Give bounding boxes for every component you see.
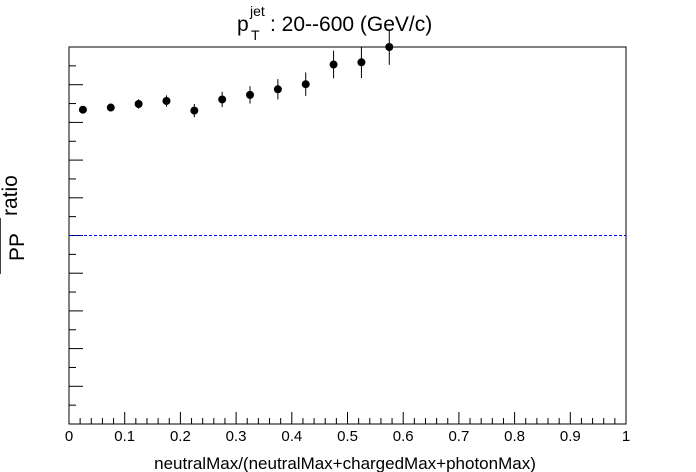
chart-title-subscript: T	[251, 27, 260, 43]
point-marker	[134, 100, 143, 109]
data-point	[78, 105, 87, 114]
point-marker	[78, 105, 87, 114]
data-point	[106, 103, 115, 112]
data-point	[385, 29, 394, 65]
point-marker	[301, 80, 310, 89]
data-point	[246, 86, 255, 104]
x-tick-label: 0.4	[281, 428, 302, 445]
data-points	[78, 29, 394, 118]
x-tick-label: 0.5	[337, 428, 358, 445]
data-point	[190, 103, 199, 118]
point-marker	[329, 60, 338, 69]
x-tick-label: 0.8	[504, 428, 525, 445]
data-point	[329, 50, 338, 79]
data-point	[301, 72, 310, 96]
chart-title-range: : 20--600 (GeV/c)	[270, 13, 432, 36]
point-marker	[162, 96, 171, 105]
x-tick-label: 0.7	[448, 428, 469, 445]
x-tick-label: 0.2	[170, 428, 191, 445]
data-point	[134, 99, 143, 109]
point-marker	[273, 85, 282, 94]
point-marker	[385, 43, 394, 51]
plot-frame	[68, 46, 627, 425]
point-marker	[357, 58, 366, 67]
x-tick-label: 0	[65, 428, 73, 445]
x-axis-ticks	[68, 412, 627, 424]
chart-title-main: p	[237, 13, 249, 36]
chart-title-superscript: jet	[249, 3, 265, 19]
y-axis-label-ratio: ratio	[0, 175, 22, 216]
x-tick-label: 0.9	[560, 428, 581, 445]
data-point	[162, 95, 171, 107]
x-tick-label: 1	[622, 428, 630, 445]
point-marker	[246, 90, 255, 99]
data-point	[357, 46, 366, 79]
x-tick-label: 0.1	[114, 428, 135, 445]
chart-title: p jet T : 20--600 (GeV/c)	[237, 3, 432, 43]
x-tick-label: 0.3	[226, 428, 247, 445]
point-marker	[106, 103, 115, 112]
data-point	[273, 79, 282, 100]
point-marker	[190, 106, 199, 115]
y-axis-label: PP ratio	[0, 175, 29, 274]
y-axis-label-fraction: PP	[6, 233, 29, 261]
point-marker	[218, 95, 227, 104]
x-tick-label: 0.6	[393, 428, 414, 445]
x-axis-label: neutralMax/(neutralMax+chargedMax+photon…	[154, 454, 536, 472]
data-point	[218, 91, 227, 108]
x-axis-tick-labels: 0 0.1 0.2 0.3 0.4 0.5 0.6 0.7 0.8 0.9 1	[65, 428, 630, 445]
